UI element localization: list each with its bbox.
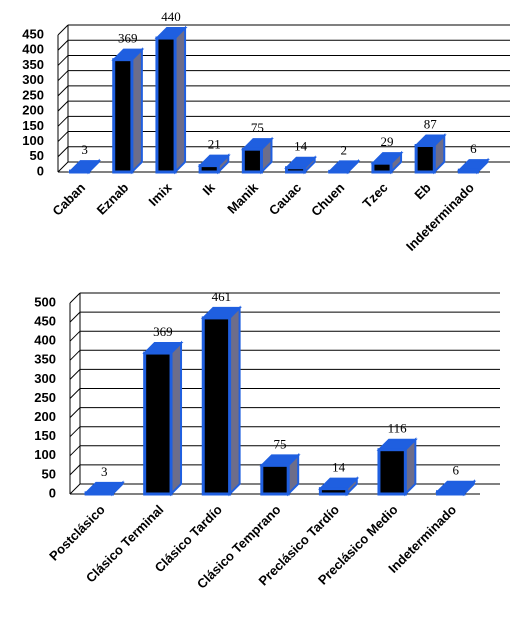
y-tick-label: 200 xyxy=(22,103,44,118)
y-tick-label: 450 xyxy=(34,314,56,329)
value-label: 116 xyxy=(388,421,408,436)
grid-line xyxy=(69,330,81,342)
bar xyxy=(84,491,114,496)
value-label: 369 xyxy=(118,31,138,46)
x-tick-label: Chuen xyxy=(308,180,347,219)
y-tick-label: 400 xyxy=(34,333,56,348)
grid-line xyxy=(69,349,81,361)
bar xyxy=(112,58,134,174)
y-tick-label: 350 xyxy=(34,352,56,367)
y-tick-label: 300 xyxy=(34,371,56,386)
value-label: 75 xyxy=(251,120,264,135)
y-tick-label: 250 xyxy=(22,87,44,102)
y-tick-label: 50 xyxy=(42,466,56,481)
bar xyxy=(436,490,466,496)
x-tick-label: Eb xyxy=(411,180,433,202)
grid-line xyxy=(69,388,81,399)
bar xyxy=(155,36,177,174)
y-tick-label: 200 xyxy=(34,409,56,424)
value-label: 6 xyxy=(452,463,459,478)
y-tick-label: 350 xyxy=(22,57,44,72)
x-tick-label: Postclásico xyxy=(46,502,108,564)
grid-line xyxy=(57,131,69,142)
x-tick-label: Eznab xyxy=(94,180,132,218)
bar xyxy=(201,316,232,496)
value-label: 14 xyxy=(294,139,308,154)
grid-line xyxy=(57,161,69,173)
value-label: 29 xyxy=(381,134,394,149)
y-tick-label: 450 xyxy=(22,26,44,41)
bar xyxy=(371,161,393,174)
x-tick-label: Cauac xyxy=(266,180,304,218)
value-label: 440 xyxy=(161,9,181,24)
y-tick-label: 400 xyxy=(22,42,44,57)
y-tick-label: 250 xyxy=(34,390,56,405)
bar xyxy=(260,463,290,496)
grid-line xyxy=(57,85,69,97)
bar xyxy=(241,147,263,174)
bar xyxy=(457,168,479,174)
value-label: 87 xyxy=(424,116,438,131)
y-tick-label: 100 xyxy=(22,133,44,148)
bar xyxy=(198,164,220,174)
y-tick-label: 500 xyxy=(34,294,56,309)
bar-side xyxy=(228,305,241,497)
grid-line xyxy=(57,39,69,51)
value-label: 2 xyxy=(341,142,348,157)
value-label: 14 xyxy=(332,460,346,475)
grid-line xyxy=(69,445,81,457)
grid-line xyxy=(57,115,69,127)
grid-line xyxy=(57,70,69,82)
value-label: 3 xyxy=(81,142,88,157)
value-label: 6 xyxy=(470,141,477,156)
bar xyxy=(328,169,350,174)
x-tick-label: Tzec xyxy=(360,180,391,211)
y-tick-label: 50 xyxy=(30,148,44,163)
bar-side xyxy=(174,25,187,175)
grid-line xyxy=(57,24,69,36)
grid-line xyxy=(57,100,69,112)
bar xyxy=(414,144,436,174)
grid-line xyxy=(69,369,81,380)
value-label: 461 xyxy=(212,289,232,304)
value-label: 369 xyxy=(153,324,173,339)
y-tick-label: 150 xyxy=(34,428,56,443)
grid-line xyxy=(69,292,81,304)
value-label: 3 xyxy=(101,464,108,479)
grid-line xyxy=(69,483,81,495)
x-tick-label: Manik xyxy=(224,179,261,216)
grid-line xyxy=(69,464,81,476)
value-label: 75 xyxy=(274,436,287,451)
grid-line xyxy=(69,407,81,418)
y-tick-label: 0 xyxy=(49,485,56,500)
grid-line xyxy=(69,426,81,438)
x-tick-label: Ik xyxy=(199,179,218,198)
grid-line xyxy=(57,146,69,158)
y-tick-label: 300 xyxy=(22,72,44,87)
grid-line xyxy=(69,311,81,323)
bar xyxy=(69,169,91,174)
y-tick-label: 0 xyxy=(37,163,44,178)
x-tick-label: Imix xyxy=(146,179,176,209)
y-tick-label: 150 xyxy=(22,118,44,133)
x-tick-label: Caban xyxy=(49,180,88,219)
bar xyxy=(377,448,407,496)
value-label: 21 xyxy=(208,137,221,152)
bar xyxy=(285,166,307,174)
bar xyxy=(318,487,349,496)
bar-side xyxy=(170,340,183,497)
bar xyxy=(143,351,173,496)
grid-line xyxy=(57,55,69,66)
y-tick-label: 100 xyxy=(34,447,56,462)
